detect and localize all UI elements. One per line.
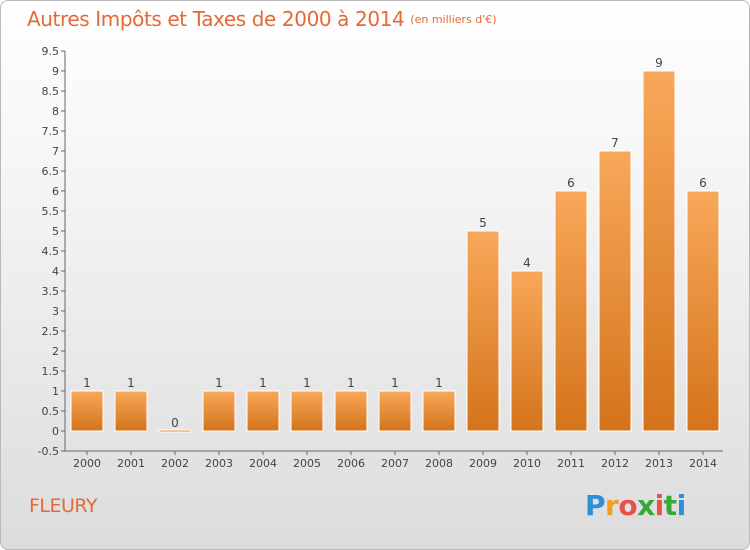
bar-value-label: 1 <box>215 376 223 390</box>
proxiti-logo: Proxiti <box>585 489 686 522</box>
y-tick-label: 8 <box>52 105 59 118</box>
y-tick-label: 5 <box>52 225 59 238</box>
y-tick-label: 1.5 <box>42 365 60 378</box>
bar-value-label: 4 <box>523 256 531 270</box>
x-tick-label: 2007 <box>381 457 409 470</box>
x-tick-label: 2001 <box>117 457 145 470</box>
bar <box>422 390 456 432</box>
bar-value-label: 1 <box>127 376 135 390</box>
y-tick-label: 3 <box>52 305 59 318</box>
y-tick-label: 6.5 <box>42 165 60 178</box>
logo-letter: r <box>605 489 619 522</box>
y-tick-label: 4.5 <box>42 245 60 258</box>
y-tick-label: 1 <box>52 385 59 398</box>
bar <box>334 390 368 432</box>
bar-value-label: 7 <box>611 136 619 150</box>
bar-value-label: 0 <box>171 416 179 430</box>
bar <box>290 390 324 432</box>
bar <box>202 390 236 432</box>
x-tick-label: 2011 <box>557 457 585 470</box>
y-tick-label: 9 <box>52 65 59 78</box>
logo-letter: P <box>585 489 606 522</box>
bar-value-label: 9 <box>655 56 663 70</box>
logo-letter: i <box>676 489 687 522</box>
bar <box>554 190 588 432</box>
y-tick-label: 0 <box>52 425 59 438</box>
chart-title: Autres Impôts et Taxes de 2000 à 2014 (en… <box>27 7 497 31</box>
y-tick-label: 4 <box>52 265 59 278</box>
logo-letter: x <box>637 489 655 522</box>
y-tick-label: 8.5 <box>42 85 60 98</box>
bar-value-label: 1 <box>259 376 267 390</box>
city-name: FLEURY <box>29 495 98 517</box>
x-tick-label: 2008 <box>425 457 453 470</box>
y-tick-label: 0.5 <box>42 405 60 418</box>
x-tick-label: 2006 <box>337 457 365 470</box>
bar <box>466 230 500 432</box>
bar-value-label: 1 <box>347 376 355 390</box>
x-tick-label: 2013 <box>645 457 673 470</box>
x-tick-label: 2003 <box>205 457 233 470</box>
y-tick-label: 2.5 <box>42 325 60 338</box>
logo-letter: o <box>618 489 638 522</box>
bar <box>686 190 720 432</box>
bar-value-label: 1 <box>435 376 443 390</box>
y-tick-label: 2 <box>52 345 59 358</box>
y-tick-label: 6 <box>52 185 59 198</box>
y-tick-label: 7.5 <box>42 125 60 138</box>
bar-value-label: 5 <box>479 216 487 230</box>
bar-value-label: 1 <box>83 376 91 390</box>
bar-value-label: 6 <box>567 176 575 190</box>
y-tick-label: 5.5 <box>42 205 60 218</box>
bar-value-label: 1 <box>303 376 311 390</box>
bar <box>378 390 412 432</box>
x-tick-label: 2010 <box>513 457 541 470</box>
x-tick-label: 2012 <box>601 457 629 470</box>
bar <box>158 429 192 433</box>
y-tick-label: -0.5 <box>38 445 59 458</box>
y-tick-label: 9.5 <box>42 45 60 58</box>
bar <box>70 390 104 432</box>
bar-value-label: 6 <box>699 176 707 190</box>
bar <box>246 390 280 432</box>
x-tick-label: 2000 <box>73 457 101 470</box>
x-tick-label: 2002 <box>161 457 189 470</box>
y-tick-label: 3.5 <box>42 285 60 298</box>
x-tick-label: 2014 <box>689 457 717 470</box>
bar <box>642 70 676 432</box>
chart-subtitle: (en milliers d'€) <box>410 13 497 26</box>
bar <box>510 270 544 432</box>
x-tick-label: 2009 <box>469 457 497 470</box>
x-tick-label: 2004 <box>249 457 277 470</box>
bar <box>114 390 148 432</box>
bar <box>598 150 632 432</box>
logo-letter: i <box>654 489 665 522</box>
x-tick-label: 2005 <box>293 457 321 470</box>
y-tick-label: 7 <box>52 145 59 158</box>
chart-title-text: Autres Impôts et Taxes de 2000 à 2014 <box>27 7 405 31</box>
logo-letter: t <box>663 489 677 522</box>
bar-value-label: 1 <box>391 376 399 390</box>
